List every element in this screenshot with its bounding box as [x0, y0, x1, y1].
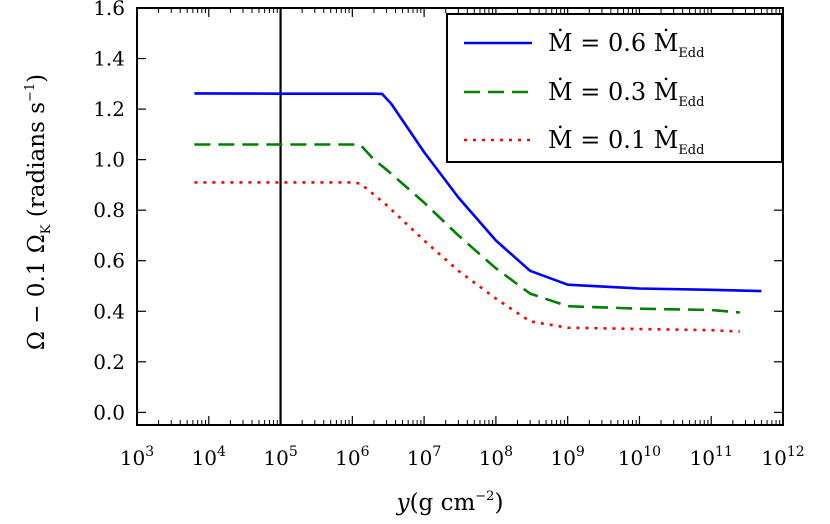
- y-axis-main: Ω − 0.1 Ω: [24, 234, 50, 350]
- x-axis-title: y(g cm−2): [396, 489, 504, 516]
- legend-label-0: Ṁ = 0.6 ṀEdd: [548, 28, 704, 61]
- x-tick-label: 106: [335, 444, 369, 470]
- legend-label-0-main: Ṁ = 0.6 Ṁ: [548, 28, 678, 57]
- legend-box: [446, 13, 783, 163]
- x-axis-unit: (g cm: [410, 490, 476, 516]
- x-tick-base: 10: [550, 446, 575, 470]
- x-tick-exp: 10: [643, 444, 661, 460]
- x-tick-label: 105: [263, 444, 297, 470]
- y-tick-label: 0.8: [93, 198, 125, 222]
- x-tick-exp: 11: [715, 444, 733, 460]
- y-axis-title: Ω − 0.1 ΩK (radians s−1): [23, 74, 54, 350]
- y-tick-label: 0.6: [93, 249, 125, 273]
- legend-label-0-sub: Edd: [678, 46, 704, 61]
- y-tick-label: 0.4: [93, 299, 125, 323]
- x-axis-unit-exp: −2: [475, 489, 494, 504]
- y-axis-close: ): [24, 74, 50, 83]
- y-axis-unit: (radians s: [24, 102, 50, 225]
- legend-label-2-sub: Edd: [678, 143, 704, 158]
- x-tick-base: 10: [479, 446, 504, 470]
- x-tick-base: 10: [690, 446, 715, 470]
- series-line-1: [194, 143, 740, 314]
- x-tick-exp: 12: [787, 444, 805, 460]
- legend-label-1: Ṁ = 0.3 ṀEdd: [548, 77, 704, 110]
- legend-label-1-sub: Edd: [678, 95, 704, 110]
- x-tick-exp: 7: [432, 444, 441, 460]
- x-tick-base: 10: [263, 446, 288, 470]
- y-tick-label: 0.2: [93, 350, 125, 374]
- x-tick-base: 10: [407, 446, 432, 470]
- ticks-layer: 103 104 105 106 107 108 109 1010 1011 10120.00.20…: [93, 0, 804, 470]
- y-tick-label: 1.4: [93, 47, 125, 71]
- y-tick-label: 1.2: [93, 97, 125, 121]
- x-tick-exp: 3: [145, 444, 154, 460]
- series-layer: [194, 92, 762, 333]
- x-tick-label: 1011: [690, 444, 733, 470]
- x-tick-exp: 8: [504, 444, 513, 460]
- x-tick-base: 10: [618, 446, 643, 470]
- x-tick-exp: 6: [361, 444, 370, 460]
- x-tick-exp: 4: [217, 444, 226, 460]
- x-tick-base: 10: [120, 446, 145, 470]
- x-axis-var: y: [396, 490, 411, 516]
- y-tick-label: 1.6: [93, 0, 125, 20]
- x-tick-base: 10: [761, 446, 786, 470]
- legend-label-2: Ṁ = 0.1 ṀEdd: [548, 125, 704, 158]
- y-tick-label: 1.0: [93, 148, 125, 172]
- series-line-0: [194, 92, 762, 293]
- x-tick-exp: 9: [576, 444, 585, 460]
- y-axis-unit-exp: −1: [23, 83, 38, 102]
- x-tick-base: 10: [335, 446, 360, 470]
- x-axis-close: ): [494, 490, 503, 516]
- x-tick-exp: 5: [289, 444, 298, 460]
- legend-label-1-main: Ṁ = 0.3 Ṁ: [548, 77, 678, 106]
- plot-area-frame: [136, 7, 784, 426]
- x-tick-base: 10: [192, 446, 217, 470]
- y-axis-sub: K: [39, 224, 54, 234]
- series-line-2: [194, 181, 740, 333]
- legend-label-2-main: Ṁ = 0.1 Ṁ: [548, 125, 678, 154]
- x-tick-label: 109: [550, 444, 584, 470]
- legend: Ṁ = 0.6 ṀEdd Ṁ = 0.3 ṀEdd Ṁ = 0.1 ṀEdd: [446, 13, 783, 163]
- x-tick-label: 107: [407, 444, 441, 470]
- x-tick-label: 104: [192, 444, 226, 470]
- x-tick-label: 103: [120, 444, 154, 470]
- y-tick-label: 0.0: [93, 400, 125, 424]
- x-tick-label: 108: [479, 444, 513, 470]
- x-tick-label: 1010: [618, 444, 661, 470]
- x-tick-label: 1012: [761, 444, 804, 470]
